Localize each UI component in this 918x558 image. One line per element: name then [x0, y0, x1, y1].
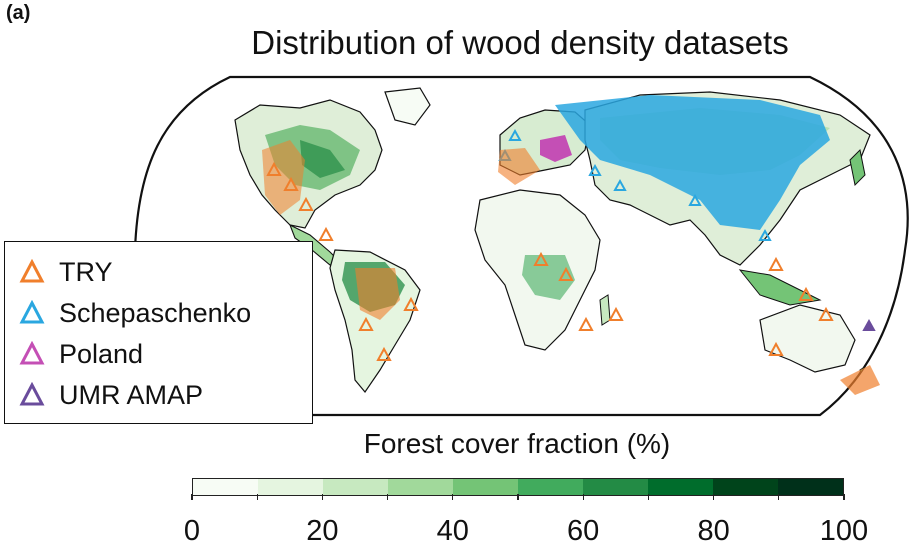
umr-amap-markers	[862, 318, 876, 331]
colorbar-swatch	[323, 479, 388, 495]
colorbar-swatch	[713, 479, 778, 495]
australia	[759, 304, 856, 373]
triangle-icon	[19, 341, 45, 365]
colorbar-tick-label: 20	[306, 515, 339, 547]
legend-item-poland: Poland	[19, 336, 143, 372]
try-cluster-na	[262, 140, 305, 215]
legend-item-try: TRY	[19, 254, 113, 290]
try-cluster-nz	[840, 365, 880, 395]
colorbar-swatch	[193, 479, 258, 495]
colorbar-tick-label: 0	[183, 515, 201, 547]
panel-label: (a)	[6, 2, 31, 24]
colorbar-minor-tick	[712, 494, 715, 500]
colorbar-swatch	[778, 479, 843, 495]
colorbar-swatch	[648, 479, 713, 495]
colorbar-minor-tick	[778, 494, 780, 500]
triangle-icon	[19, 259, 45, 283]
try-cluster-sa	[355, 268, 400, 320]
colorbar-minor-tick	[321, 494, 324, 500]
map-title: Distribution of wood density datasets	[251, 24, 789, 61]
poland-markers	[540, 135, 572, 162]
legend-label: Schepaschenko	[59, 297, 252, 328]
colorbar-swatch	[258, 479, 323, 495]
poland-cluster	[540, 135, 572, 162]
legend-item-umr-amap: UMR AMAP	[19, 377, 203, 413]
colorbar-minor-tick	[256, 494, 258, 500]
triangle-icon	[19, 300, 45, 324]
colorbar-minor-tick	[517, 494, 519, 500]
colorbar-tick-label: 60	[567, 515, 600, 547]
colorbar-tick	[843, 494, 845, 500]
colorbar-minor-tick	[582, 494, 584, 500]
colorbar-tick-label: 80	[697, 515, 730, 547]
colorbar-swatch	[388, 479, 453, 495]
colorbar-swatch	[453, 479, 518, 495]
umr-amap-marker	[862, 318, 876, 331]
colorbar-tick-label: 100	[819, 515, 869, 547]
legend: TRY Schepaschenko Poland UMR AMAP	[4, 241, 313, 424]
colorbar-minor-tick	[452, 494, 454, 500]
colorbar-tick-label: 40	[436, 515, 469, 547]
colorbar-swatch	[583, 479, 648, 495]
southeast-asia	[738, 269, 822, 306]
legend-item-schepaschenko: Schepaschenko	[19, 295, 251, 331]
triangle-icon	[19, 382, 45, 406]
legend-label: UMR AMAP	[59, 379, 204, 410]
colorbar-swatch	[518, 479, 583, 495]
schepaschenko-cluster	[555, 95, 830, 230]
legend-label: Poland	[59, 338, 144, 369]
greenland	[384, 87, 431, 126]
legend-label: TRY	[59, 256, 113, 287]
colorbar-title: Forest cover fraction (%)	[363, 428, 671, 459]
colorbar-tick	[191, 494, 193, 500]
colorbar-minor-tick	[386, 494, 389, 500]
try-markers	[262, 140, 880, 395]
colorbar-minor-tick	[647, 494, 650, 500]
try-cluster-eu	[498, 148, 540, 185]
